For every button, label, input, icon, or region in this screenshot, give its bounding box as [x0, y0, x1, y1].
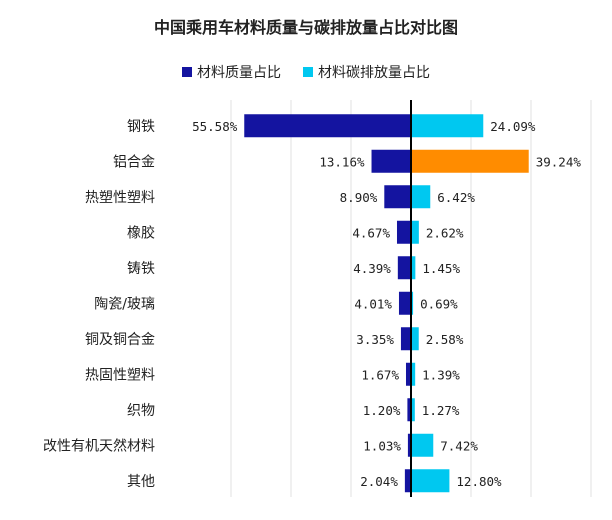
bar-carbon	[411, 185, 431, 209]
data-label-mass: 1.67%	[361, 367, 399, 382]
category-label: 改性有机天然材料	[43, 437, 155, 454]
bar-carbon	[411, 398, 415, 422]
data-label-mass: 1.20%	[363, 403, 401, 418]
bar-mass	[397, 256, 411, 280]
legend: 材料质量占比 材料碳排放量占比	[0, 62, 612, 82]
bar-carbon	[411, 256, 416, 280]
legend-item-carbon: 材料碳排放量占比	[303, 62, 430, 82]
legend-item-mass: 材料质量占比	[182, 62, 281, 82]
data-label-mass: 3.35%	[356, 332, 394, 347]
data-label-carbon: 12.80%	[456, 474, 502, 489]
category-label: 织物	[127, 403, 155, 419]
bar-carbon	[411, 433, 434, 457]
category-label: 橡胶	[127, 224, 155, 241]
legend-label-carbon: 材料碳排放量占比	[318, 65, 430, 81]
data-label-carbon: 2.62%	[426, 225, 464, 240]
bar-mass	[405, 362, 411, 386]
data-label-carbon: 7.42%	[440, 438, 478, 453]
bar-mass	[396, 220, 411, 244]
bar-carbon	[411, 291, 414, 315]
data-label-mass: 4.67%	[352, 225, 390, 240]
category-label: 热固性塑料	[85, 367, 155, 383]
legend-swatch-mass	[182, 67, 192, 77]
data-label-mass: 4.39%	[353, 261, 391, 276]
data-label-mass: 8.90%	[340, 190, 378, 205]
bar-carbon	[411, 327, 419, 351]
legend-swatch-carbon	[303, 67, 313, 77]
data-label-carbon: 39.24%	[536, 154, 582, 169]
category-label: 铝合金	[113, 154, 155, 170]
bar-mass	[371, 149, 411, 173]
bar-carbon	[411, 114, 484, 138]
category-label: 陶瓷/玻璃	[94, 295, 155, 312]
category-label: 其他	[127, 474, 155, 490]
bar-mass	[407, 433, 411, 457]
category-label: 钢铁	[127, 119, 155, 135]
data-label-carbon: 2.58%	[426, 332, 464, 347]
data-label-carbon: 0.69%	[420, 296, 458, 311]
bar-carbon	[411, 220, 419, 244]
bar-carbon	[411, 149, 529, 173]
legend-label-mass: 材料质量占比	[197, 65, 281, 81]
bar-carbon	[411, 362, 416, 386]
data-label-carbon: 24.09%	[490, 119, 536, 134]
data-label-mass: 4.01%	[354, 296, 392, 311]
bar-mass	[400, 327, 411, 351]
bar-mass	[244, 114, 411, 138]
data-label-mass: 55.58%	[192, 119, 238, 134]
data-label-mass: 1.03%	[363, 438, 401, 453]
data-label-carbon: 1.39%	[422, 367, 460, 382]
chart-title: 中国乘用车材料质量与碳排放量占比对比图	[153, 18, 458, 37]
bar-mass	[407, 398, 411, 422]
bar-carbon	[411, 469, 450, 493]
category-label: 铸铁	[127, 261, 155, 277]
data-label-mass: 13.16%	[319, 154, 365, 169]
bar-mass	[398, 291, 411, 315]
bar-mass	[404, 469, 411, 493]
category-label: 热塑性塑料	[85, 190, 155, 206]
data-label-mass: 2.04%	[360, 474, 398, 489]
data-label-carbon: 1.45%	[422, 261, 460, 276]
bar-mass	[384, 185, 411, 209]
category-label: 铜及铜合金	[85, 332, 155, 348]
data-label-carbon: 6.42%	[437, 190, 475, 205]
data-label-carbon: 1.27%	[422, 403, 460, 418]
